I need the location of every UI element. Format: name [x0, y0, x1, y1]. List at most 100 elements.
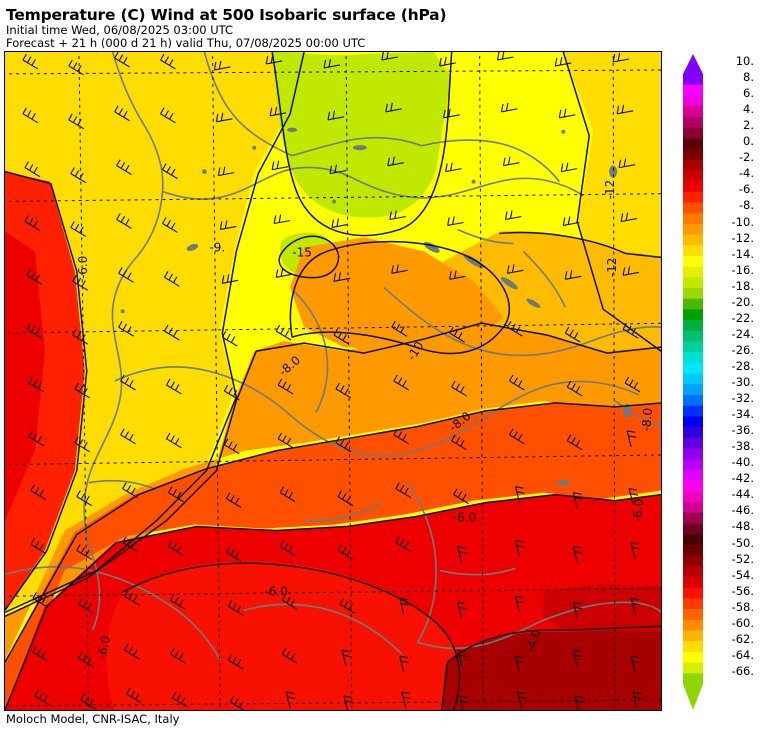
colorbar-band — [683, 641, 703, 653]
colorbar-band — [683, 373, 703, 385]
colorbar-tick-label: -46. — [731, 503, 754, 518]
island-layer — [120, 127, 632, 486]
colorbar-band — [683, 127, 703, 139]
contour-label: -8.0 — [639, 407, 655, 431]
triangle-down-icon — [683, 684, 703, 710]
colorbar-tick-label: -64. — [731, 647, 754, 662]
colorbar-tick-label: -44. — [731, 487, 754, 502]
colorbar-tick-label: -22. — [731, 310, 754, 325]
colorbar-band — [683, 116, 703, 129]
colorbar-tick-label: -58. — [731, 599, 754, 614]
colorbar-band — [683, 298, 703, 311]
colorbar-band — [683, 330, 703, 343]
colorbar-band — [683, 523, 703, 535]
temperature-fill-layer — [5, 52, 661, 710]
colorbar-band — [683, 148, 703, 161]
colorbar-band — [683, 469, 703, 482]
colorbar-tick-label: -10. — [731, 214, 754, 229]
colorbar-band — [683, 255, 703, 268]
colorbar-tick-label: -50. — [731, 535, 754, 550]
colorbar-band — [683, 544, 703, 557]
colorbar-band — [683, 106, 703, 118]
colorbar-band — [683, 341, 703, 353]
contour-label: -4.0 — [523, 628, 544, 655]
colorbar-tick-label: -6. — [738, 182, 754, 197]
colorbar-tick-label: 4. — [743, 102, 754, 117]
colorbar-band — [683, 277, 703, 289]
colorbar-tick-label: -8. — [738, 198, 754, 213]
colorbar-band — [683, 662, 703, 674]
colorbar-band — [683, 555, 703, 567]
colorbar-tick-label: -24. — [731, 326, 754, 341]
colorbar-tick-label: -28. — [731, 358, 754, 373]
contour-label: -15 — [292, 245, 312, 259]
contour-label: -6.0 — [76, 256, 90, 279]
gridline-layer — [5, 52, 661, 710]
colorbar-band — [683, 362, 703, 375]
colorbar-band — [683, 352, 703, 364]
colorbar-tick-label: -56. — [731, 583, 754, 598]
colorbar-band — [683, 566, 703, 578]
colorbar-tick-label: -2. — [738, 150, 754, 165]
colorbar-band — [683, 651, 703, 664]
colorbar-tick-label: 6. — [743, 86, 754, 101]
colorbar-tick-label: 8. — [743, 70, 754, 85]
colorbar-tick-label: 2. — [743, 118, 754, 133]
triangle-up-icon — [683, 54, 703, 74]
colorbar-band — [683, 159, 703, 171]
colorbar-band — [683, 609, 703, 621]
colorbar-band — [683, 309, 703, 321]
forecast-time-label: Forecast + 21 h (000 d 21 h) valid Thu, … — [6, 36, 366, 50]
colorbar-band — [683, 491, 703, 503]
colorbar-band — [683, 213, 703, 225]
colorbar-band — [683, 395, 703, 407]
colorbar-tick-label: -62. — [731, 631, 754, 646]
colorbar-tick-label: -52. — [731, 551, 754, 566]
contour-label: -6.0 — [630, 498, 646, 522]
colorbar-tick-label: -60. — [731, 615, 754, 630]
colorbar-band — [683, 448, 703, 460]
colorbar-band — [683, 288, 703, 300]
colorbar-band — [683, 416, 703, 428]
colorbar-tick-label: -4. — [738, 166, 754, 181]
model-credit: Moloch Model, CNR-ISAC, Italy — [6, 712, 180, 726]
colorbar-tick-label: 0. — [743, 134, 754, 149]
colorbar-band — [683, 673, 703, 685]
colorbar-band — [683, 502, 703, 514]
colorbar-tick-label: -20. — [731, 294, 754, 309]
colorbar-band — [683, 576, 703, 589]
colorbar-band — [683, 223, 703, 236]
colorbar-band — [683, 630, 703, 642]
colorbar-band — [683, 234, 703, 246]
header: Temperature (C) Wind at 500 Isobaric sur… — [0, 0, 760, 51]
colorbar-tick-label: -42. — [731, 471, 754, 486]
colorbar-band — [683, 320, 703, 332]
colorbar-tick-label: -26. — [731, 342, 754, 357]
colorbar-band — [683, 74, 703, 86]
colorbar-band — [683, 619, 703, 632]
colorbar-tick-label: -30. — [731, 375, 754, 389]
colorbar-band — [683, 534, 703, 546]
colorbar-band — [683, 84, 703, 97]
map-panel[interactable]: -15 -9. -12 -12 -10 -8.0 -8.0 -8.0 -6.0 … — [4, 51, 662, 711]
weather-map[interactable]: -15 -9. -12 -12 -10 -8.0 -8.0 -8.0 -6.0 … — [5, 52, 661, 710]
colorbar-band — [683, 405, 703, 418]
contour-label: -6.0 — [95, 634, 114, 660]
colorbar-band — [683, 384, 703, 396]
colorbar-tick-label: -16. — [731, 262, 754, 277]
colorbar-swatches — [683, 54, 703, 710]
colorbar-band — [683, 598, 703, 610]
colorbar — [682, 52, 704, 712]
colorbar-band — [683, 437, 703, 450]
colorbar-band — [683, 181, 703, 193]
colorbar-band — [683, 587, 703, 599]
colorbar-tick-label: -32. — [731, 391, 754, 406]
colorbar-tick-label: -66. — [731, 663, 754, 678]
coastline-layer — [5, 52, 661, 661]
contour-label: -12 — [605, 258, 619, 278]
colorbar-tick-label: -18. — [731, 278, 754, 293]
colorbar-tick-label: 10. — [735, 54, 754, 68]
colorbar-band — [683, 459, 703, 471]
contour-label: -6.0 — [453, 511, 476, 525]
contour-label: -6.0 — [265, 584, 288, 598]
